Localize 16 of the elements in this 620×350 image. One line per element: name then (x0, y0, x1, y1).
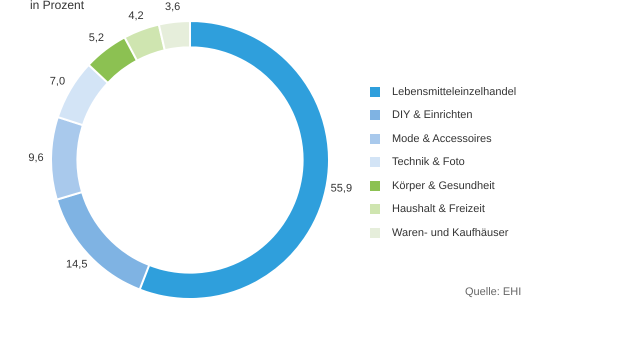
source-note: Quelle: EHI (465, 286, 522, 298)
legend-label: Mode & Accessoires (392, 132, 492, 145)
legend-label: Technik & Foto (392, 156, 465, 168)
chart-subtitle: in Prozent (30, 0, 84, 12)
data-label: 9,6 (28, 152, 44, 164)
legend-label: Waren- und Kaufhäuser (392, 226, 508, 239)
data-label: 3,6 (164, 1, 180, 14)
legend-label: Lebensmitteleinzelhandel (392, 86, 516, 98)
data-label: 14,5 (66, 258, 88, 270)
data-label: 4,2 (128, 10, 144, 22)
legend-label: DIY & Einrichten (392, 109, 473, 122)
data-label: 7,0 (50, 76, 66, 88)
data-label: 5,2 (88, 32, 104, 44)
data-label: 55,9 (330, 182, 352, 194)
legend-label: Körper & Gesundheit (392, 180, 495, 192)
legend-label: Haushalt & Freizeit (392, 203, 485, 216)
